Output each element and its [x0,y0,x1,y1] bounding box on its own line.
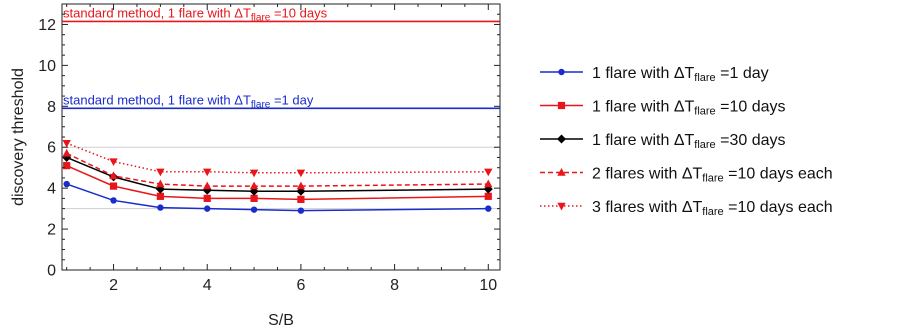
data-point [156,168,165,177]
legend: 1 flare with ΔTflare =1 day 1 flare with … [540,65,833,218]
data-point [109,158,118,167]
data-point [250,194,258,202]
reference-line-label: standard method, 1 flare with ΔTflare =1… [63,92,314,110]
data-point [63,162,71,170]
data-point [62,139,71,148]
reference-lines: standard method, 1 flare with ΔTflare =1… [62,5,500,110]
data-point [484,179,493,188]
y-tick-label: 2 [47,222,56,239]
data-point [249,169,259,178]
legend-marker [558,68,565,76]
y-tick-label: 4 [47,181,56,198]
data-point [485,205,492,212]
data-point [62,148,71,157]
x-tick-label: 2 [109,277,118,294]
y-tick-label: 8 [47,99,56,116]
data-point [156,192,164,200]
data-point [297,195,305,204]
data-point [110,197,117,204]
data-point [296,169,306,178]
data-point [63,180,70,188]
data-point [109,182,118,190]
x-axis-title: S/B [268,312,294,329]
x-tick-label: 6 [296,277,305,294]
plot-frame [61,3,501,271]
reference-line-label: standard method, 1 flare with ΔTflare =1… [63,5,328,23]
y-tick-label: 12 [38,17,56,34]
data-point [203,194,211,202]
y-axis-title: discovery threshold [10,68,27,206]
legend-marker [557,202,566,211]
legend-label: 1 flare with ΔTflare =30 days [592,132,786,151]
data-point [250,206,258,213]
y-tick-label: 10 [38,58,56,75]
y-tick-label: 6 [47,140,56,157]
series-line [66,164,489,201]
axis-ticks: 0 2 4 6 8 10 12 2 4 6 8 10 [38,4,500,294]
data-point [484,192,492,200]
data-point [296,181,306,190]
data-series [62,139,493,214]
data-point [204,205,211,212]
data-point [109,171,118,180]
legend-marker [557,134,566,144]
data-point [156,179,165,188]
legend-label: 3 flares with ΔTflare =10 days each [592,199,833,218]
legend-marker [557,168,566,176]
y-tick-label: 0 [47,263,56,280]
data-point [297,207,305,214]
data-point [249,181,259,190]
legend-label: 1 flare with ΔTflare =10 days [592,99,786,118]
x-tick-label: 10 [479,277,497,294]
data-point [203,181,212,190]
legend-marker [557,101,566,110]
legend-label: 1 flare with ΔTflare =1 day [592,65,769,84]
legend-label: 2 flares with ΔTflare =10 days each [592,166,833,185]
data-point [484,168,493,177]
data-point [203,168,212,177]
x-tick-label: 8 [390,277,399,294]
x-tick-label: 4 [203,277,212,294]
data-point [157,204,164,211]
